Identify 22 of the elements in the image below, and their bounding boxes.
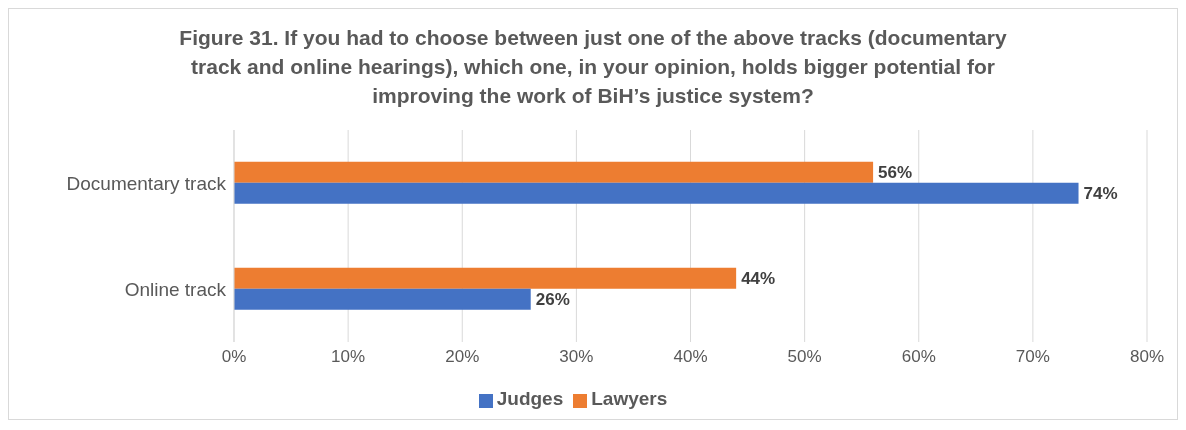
data-label: 26% — [535, 290, 570, 310]
bar — [234, 267, 737, 289]
x-tick-label: 50% — [787, 347, 822, 367]
x-tick-label: 10% — [331, 347, 366, 367]
x-tick-label: 40% — [673, 347, 708, 367]
data-label: 44% — [741, 269, 776, 289]
x-tick-label: 60% — [901, 347, 936, 367]
y-tick-label: Documentary track — [66, 172, 227, 194]
legend-label: Lawyers — [591, 388, 668, 409]
bar — [234, 288, 531, 310]
x-tick-label: 30% — [559, 347, 594, 367]
x-tick-label: 20% — [445, 347, 480, 367]
data-label: 74% — [1083, 184, 1118, 204]
x-tick-label: 80% — [1129, 347, 1165, 367]
y-tick-label: Online track — [124, 278, 227, 300]
bar — [234, 161, 874, 183]
bar — [234, 182, 1079, 204]
legend-label: Judges — [496, 388, 564, 409]
x-tick-label: 70% — [1015, 347, 1050, 367]
chart-title: Figure 31. If you had to choose between just one of the above tracks (documentary track and online hearings), which one, in your opinion, holds bigger potential for improving the work of BiH’s justice system? — [178, 25, 1008, 109]
data-label: 56% — [878, 163, 913, 183]
x-tick-label: 0% — [221, 347, 247, 367]
